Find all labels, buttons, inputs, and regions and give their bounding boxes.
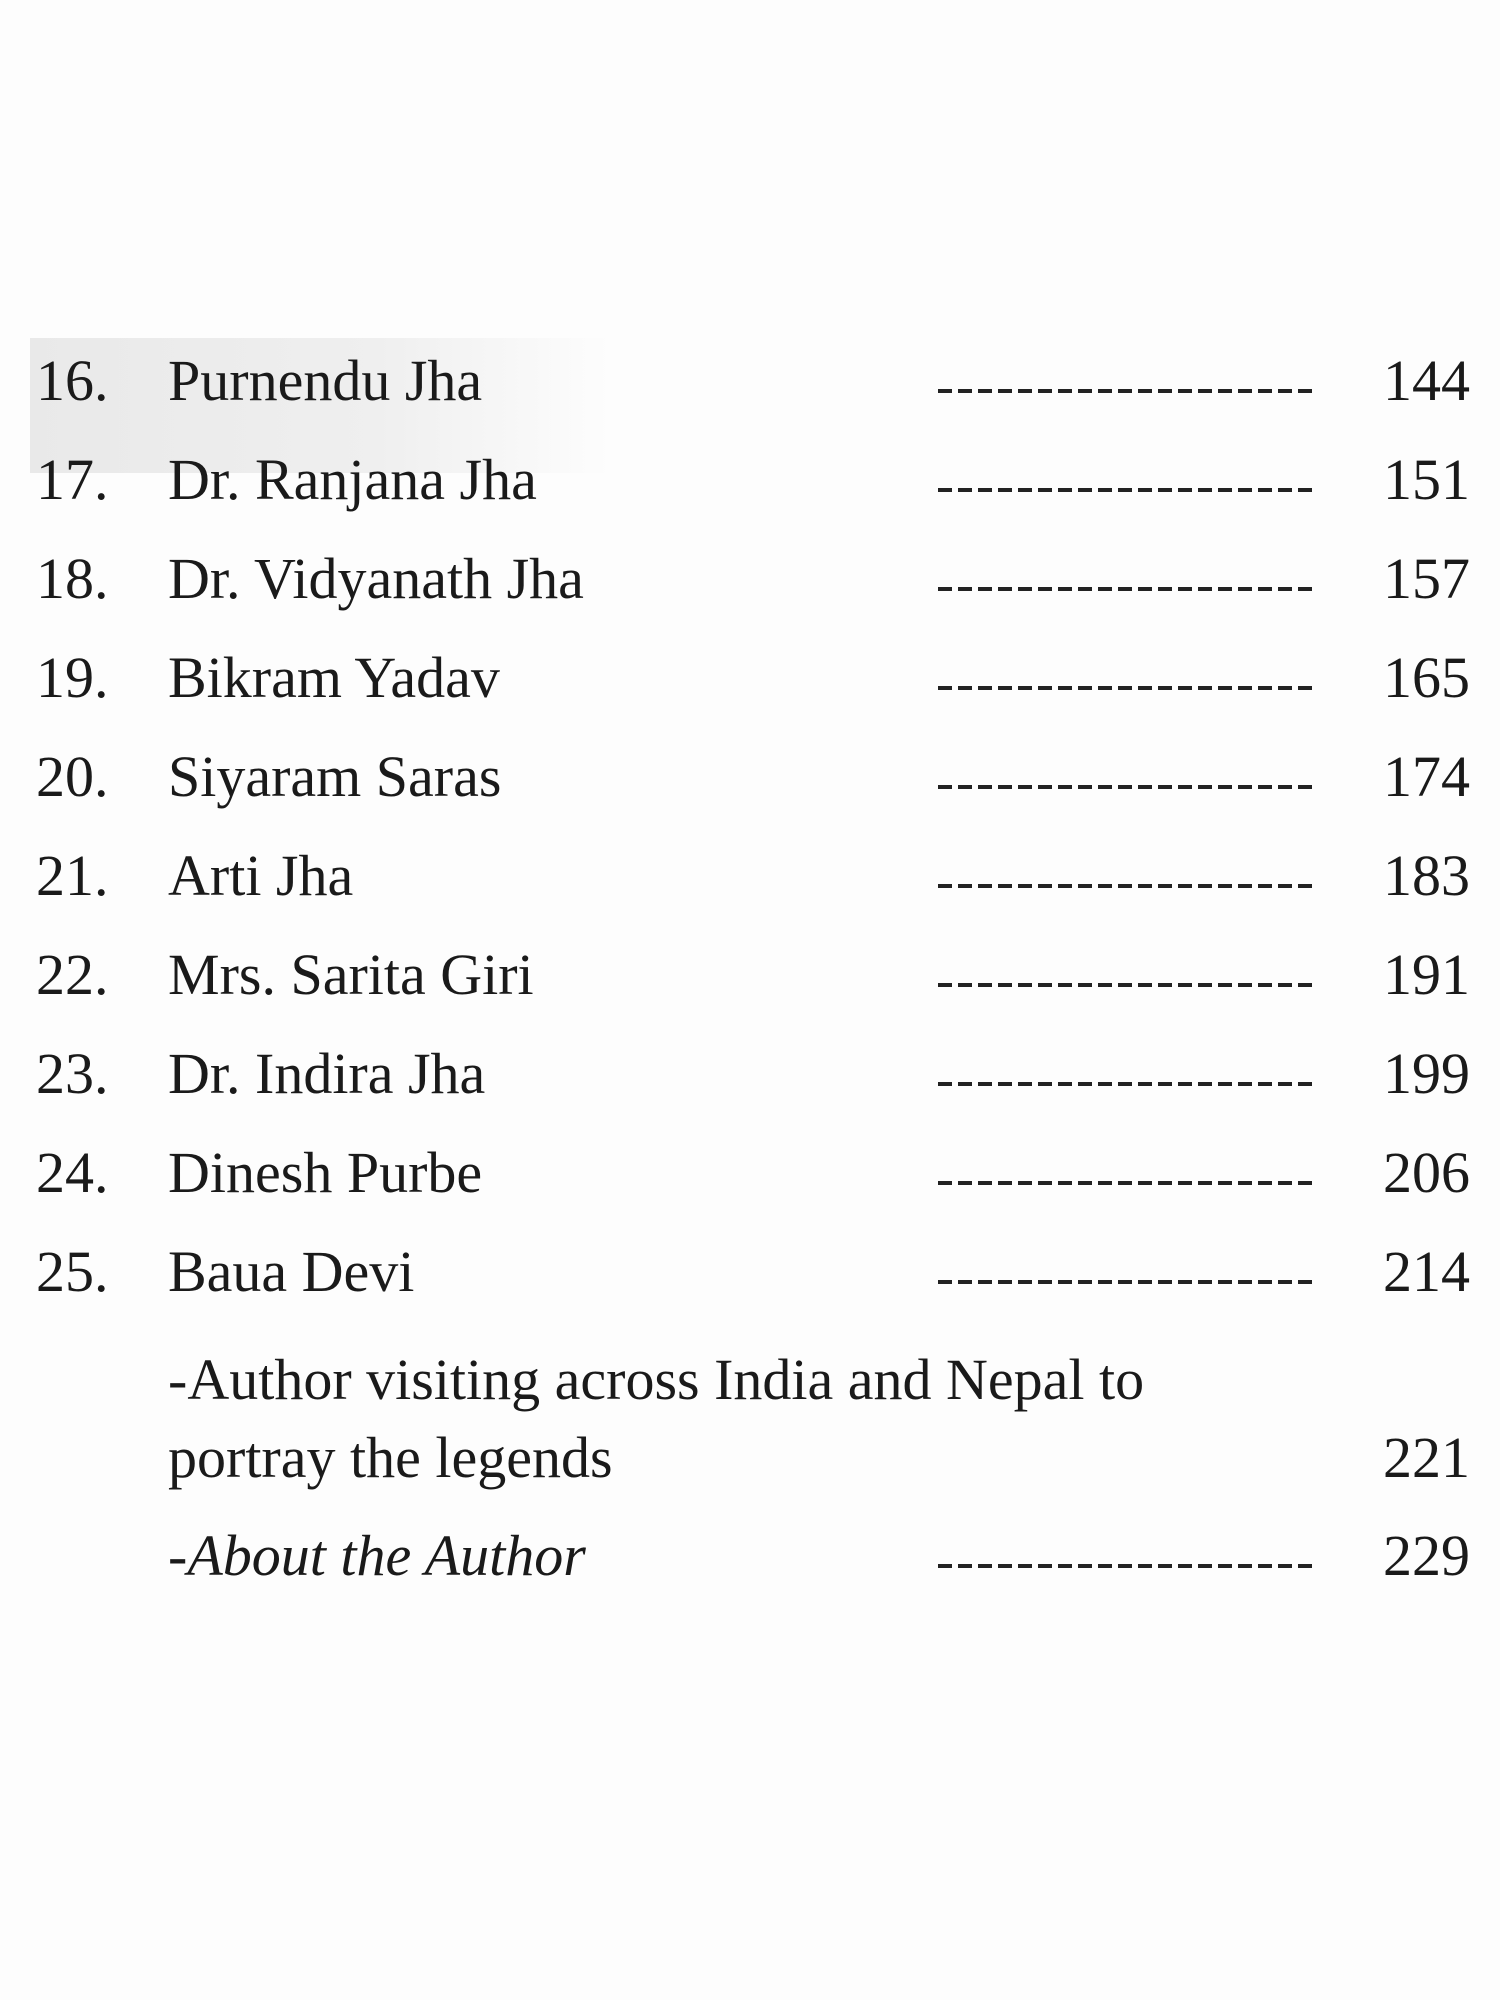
toc-entry[interactable]: 22. Mrs. Sarita Giri 191	[0, 940, 1500, 1010]
toc-entry[interactable]: 21. Arti Jha 183	[0, 841, 1500, 911]
toc-entry[interactable]: 19. Bikram Yadav 165	[0, 643, 1500, 713]
dot-leader	[938, 587, 1312, 591]
entry-number: 25.	[36, 1239, 109, 1304]
toc-entry[interactable]: 17. Dr. Ranjana Jha 151	[0, 445, 1500, 515]
entry-page: 191	[1383, 942, 1470, 1007]
entry-title: Purnendu Jha	[168, 348, 483, 413]
entry-title: -Author visiting across India and Nepal …	[168, 1347, 1145, 1412]
dot-leader	[938, 1082, 1312, 1086]
toc-entry[interactable]: 18. Dr. Vidyanath Jha 157	[0, 544, 1500, 614]
entry-number: 21.	[36, 843, 109, 908]
entry-page: 183	[1383, 843, 1470, 908]
dot-leader	[938, 686, 1312, 690]
entry-number: 19.	[36, 645, 109, 710]
entry-title: Dr. Indira Jha	[168, 1041, 486, 1106]
entry-title: Dinesh Purbe	[168, 1140, 483, 1205]
scan-smudge	[30, 338, 610, 473]
toc-entry[interactable]: 23. Dr. Indira Jha 199	[0, 1039, 1500, 1109]
dot-leader	[938, 1564, 1312, 1568]
entry-page: 221	[1383, 1425, 1470, 1490]
dot-leader	[938, 1181, 1312, 1185]
dot-leader	[938, 1280, 1312, 1284]
toc-entry-about-author[interactable]: -About the Author 229	[0, 1521, 1500, 1591]
entry-page: 174	[1383, 744, 1470, 809]
entry-title: -About the Author	[168, 1523, 586, 1588]
entry-title: Arti Jha	[168, 843, 354, 908]
entry-page: 165	[1383, 645, 1470, 710]
entry-number: 22.	[36, 942, 109, 1007]
entry-number: 24.	[36, 1140, 109, 1205]
toc-entry[interactable]: 16. Purnendu Jha 144	[0, 346, 1500, 416]
entry-number: 16.	[36, 348, 109, 413]
entry-number: 17.	[36, 447, 109, 512]
entry-title: Dr. Vidyanath Jha	[168, 546, 584, 611]
entry-page: 229	[1383, 1523, 1470, 1588]
dot-leader	[938, 389, 1312, 393]
toc-entry[interactable]: 20. Siyaram Saras 174	[0, 742, 1500, 812]
entry-title: Dr. Ranjana Jha	[168, 447, 537, 512]
toc-entry[interactable]: 24. Dinesh Purbe 206	[0, 1138, 1500, 1208]
entry-number: 20.	[36, 744, 109, 809]
entry-page: 144	[1383, 348, 1470, 413]
toc-entry-extra-line1[interactable]: -Author visiting across India and Nepal …	[0, 1345, 1500, 1415]
entry-page: 199	[1383, 1041, 1470, 1106]
entry-title: Mrs. Sarita Giri	[168, 942, 534, 1007]
toc-entry[interactable]: 25. Baua Devi 214	[0, 1237, 1500, 1307]
dot-leader	[938, 488, 1312, 492]
dot-leader	[938, 983, 1312, 987]
entry-page: 157	[1383, 546, 1470, 611]
dot-leader	[938, 884, 1312, 888]
entry-title: Bikram Yadav	[168, 645, 500, 710]
dot-leader	[938, 785, 1312, 789]
entry-page: 151	[1383, 447, 1470, 512]
entry-title: Siyaram Saras	[168, 744, 502, 809]
entry-title: portray the legends	[168, 1425, 613, 1490]
entry-page: 206	[1383, 1140, 1470, 1205]
toc-entry-extra-line2[interactable]: portray the legends 221	[0, 1423, 1500, 1493]
entry-number: 18.	[36, 546, 109, 611]
entry-title: Baua Devi	[168, 1239, 415, 1304]
entry-page: 214	[1383, 1239, 1470, 1304]
entry-number: 23.	[36, 1041, 109, 1106]
